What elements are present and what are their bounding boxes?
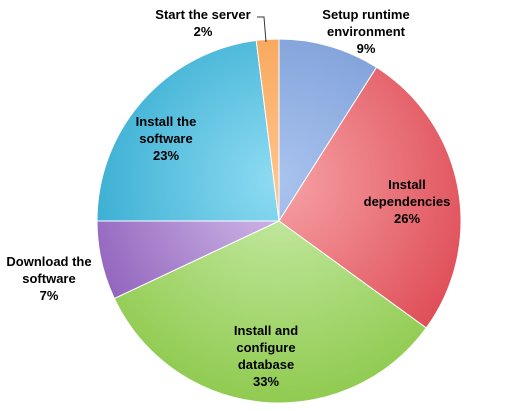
slice-label-install-the-software: Install the software 23% (136, 114, 197, 163)
pie-slice-install-the-software (96, 39, 280, 222)
slice-label-download-the-software: Download the software 7% (6, 254, 91, 303)
pie-slice-install-dependencies (278, 66, 462, 329)
slice-label-setup-runtime-environment: Setup runtime environment 9% (322, 7, 409, 56)
leader-line-start-the-server (257, 16, 267, 43)
pie-slice-setup-runtime-environment (278, 38, 378, 223)
slice-label-start-the-server: Start the server 2% (155, 7, 250, 39)
slice-labels: Setup runtime environment 9% Install depende… (6, 7, 450, 389)
pie-slices (96, 38, 462, 404)
slice-label-install-dependencies: Install dependencies 26% (364, 177, 451, 226)
pie-slice-start-the-server (255, 38, 280, 222)
pie-slice-install-and-configure-database (113, 220, 427, 404)
slice-label-install-and-configure-database: Install and configure database 33% (234, 323, 298, 389)
leader-lines (257, 16, 267, 43)
